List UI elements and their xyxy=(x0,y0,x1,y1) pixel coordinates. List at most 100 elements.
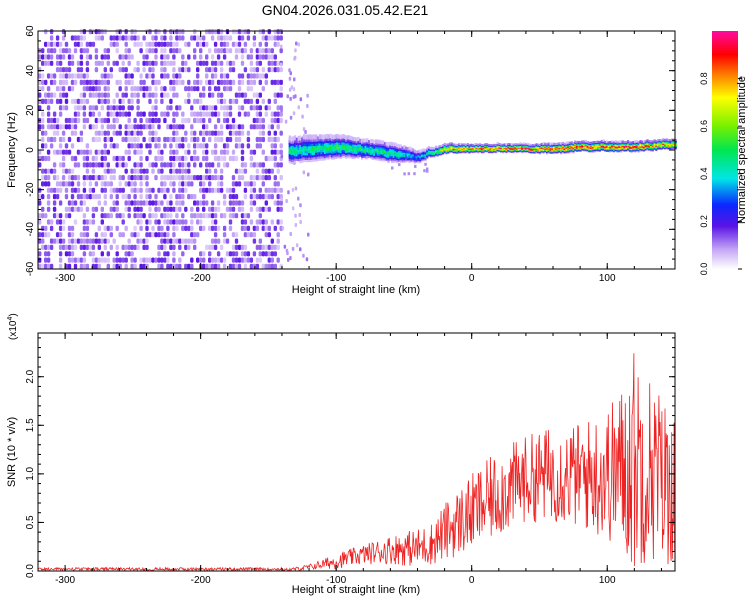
heatmap-cell xyxy=(124,67,128,73)
heatmap-cell xyxy=(52,238,57,244)
heatmap-cell xyxy=(121,54,125,60)
heatmap-cell xyxy=(76,98,81,104)
heatmap-cell xyxy=(222,35,227,41)
heatmap-cell xyxy=(264,187,268,193)
heatmap-cell xyxy=(187,225,191,231)
heatmap-cell xyxy=(190,136,194,143)
heatmap-cell xyxy=(184,130,188,136)
heatmap-cell xyxy=(49,168,54,174)
heatmap-cell xyxy=(258,143,262,149)
snr-x-label: Height of straight line (km) xyxy=(292,584,420,596)
heatmap-cell xyxy=(79,41,84,47)
heatmap-cell xyxy=(157,187,161,193)
heatmap-cell xyxy=(154,219,158,225)
heatmap-cell xyxy=(651,140,654,143)
heatmap-cell xyxy=(246,73,251,79)
heatmap-cell xyxy=(270,194,274,200)
heatmap-cell xyxy=(67,181,72,187)
heatmap-cell xyxy=(270,79,274,85)
heatmap-cell xyxy=(261,136,265,143)
heatmap-cell xyxy=(106,117,110,124)
heatmap-cell xyxy=(237,35,242,41)
heatmap-cell xyxy=(181,251,185,257)
heatmap-cell xyxy=(279,175,283,181)
heatmap-cell xyxy=(103,48,107,54)
heatmap-cell xyxy=(154,130,158,136)
heatmap-cell xyxy=(237,244,242,250)
heatmap-cell xyxy=(225,60,230,66)
heatmap-cell xyxy=(210,200,215,206)
heatmap-cell xyxy=(52,124,57,130)
heatmap-cell xyxy=(70,244,75,250)
heatmap-cell xyxy=(109,136,113,143)
heatmap-cell xyxy=(97,244,101,250)
heatmap-cell xyxy=(531,144,535,147)
heatmap-cell xyxy=(145,73,149,79)
heatmap-cell xyxy=(130,168,134,174)
heatmap-cell xyxy=(202,181,206,187)
heatmap-cell xyxy=(210,92,215,98)
heatmap-cell xyxy=(157,206,161,212)
heatmap-cell xyxy=(175,35,179,41)
heatmap-cell xyxy=(103,162,107,168)
heatmap-cell xyxy=(148,187,152,193)
heatmap-cell xyxy=(52,194,57,200)
heatmap-cell xyxy=(322,134,325,140)
heatmap-cell xyxy=(136,41,140,47)
heatmap-cell xyxy=(70,194,75,200)
heatmap-cell xyxy=(145,225,149,231)
heatmap-cell xyxy=(172,168,176,174)
heatmap-cell xyxy=(219,181,224,187)
heatmap-cell xyxy=(100,155,104,162)
heatmap-cell xyxy=(273,92,277,98)
heatmap-cell xyxy=(213,213,218,219)
heatmap-cell xyxy=(181,200,185,206)
heatmap-cell xyxy=(343,134,346,139)
heatmap-cell xyxy=(133,143,137,149)
heatmap-cell xyxy=(258,219,262,225)
heatmap-cell xyxy=(184,149,188,155)
heatmap-cell xyxy=(154,29,158,35)
heatmap-cell xyxy=(103,181,107,187)
heatmap-cell xyxy=(228,35,233,41)
heatmap-cell xyxy=(252,79,257,85)
heatmap-cell xyxy=(352,136,355,141)
heatmap-cell xyxy=(299,135,302,141)
heatmap-cell xyxy=(392,142,395,147)
snr-panel: -300 -200 -100 0 100 0.00.51.01.52.0 Height … xyxy=(6,313,676,596)
heatmap-cell xyxy=(49,54,54,60)
heatmap-cell xyxy=(148,136,152,143)
heatmap-cell xyxy=(124,162,128,168)
heatmap-cell xyxy=(139,130,143,136)
heatmap-cell xyxy=(130,136,134,143)
heatmap-cell xyxy=(82,48,87,54)
heatmap-cell xyxy=(124,263,128,269)
heatmap-cell xyxy=(267,124,271,130)
heatmap-cell xyxy=(246,130,251,136)
heatmap-cell xyxy=(246,225,251,231)
heatmap-cell xyxy=(273,29,277,35)
heatmap-cell xyxy=(136,60,140,66)
heatmap-cell xyxy=(205,124,209,130)
heatmap-cell xyxy=(514,143,517,146)
heatmap-cell xyxy=(279,48,283,54)
heatmap-cell xyxy=(133,200,137,206)
heatmap-cell xyxy=(258,130,262,136)
heatmap-cell xyxy=(611,140,614,143)
heatmap-cell xyxy=(291,206,295,211)
heatmap-cell xyxy=(202,124,206,130)
heatmap-cell xyxy=(160,149,164,155)
heatmap-cell xyxy=(64,124,69,130)
heatmap-cell xyxy=(148,162,152,168)
heatmap-cell xyxy=(199,143,203,149)
heatmap-cell xyxy=(664,138,667,142)
heatmap-cell xyxy=(276,168,280,174)
heatmap-cell xyxy=(308,134,311,140)
heatmap-cell xyxy=(267,187,271,193)
heatmap-cell xyxy=(452,143,455,146)
heatmap-cell xyxy=(139,194,143,200)
heatmap-cell xyxy=(79,98,84,104)
heatmap-cell xyxy=(276,219,280,225)
heatmap-cell xyxy=(58,257,63,263)
heatmap-cell xyxy=(133,213,137,219)
